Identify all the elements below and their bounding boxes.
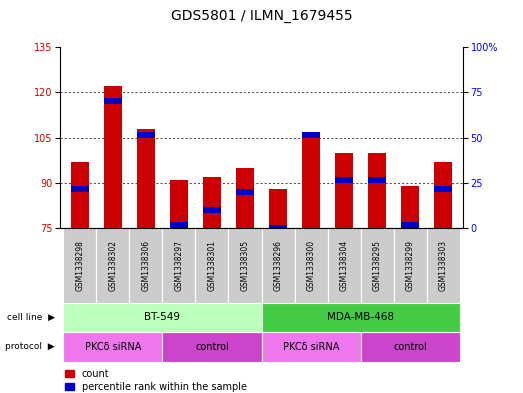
- Bar: [63, 332, 163, 362]
- Text: GSM1338298: GSM1338298: [75, 240, 84, 291]
- Text: GSM1338304: GSM1338304: [339, 240, 348, 291]
- Text: PKCδ siRNA: PKCδ siRNA: [283, 342, 339, 352]
- Bar: [170, 180, 188, 228]
- Text: GSM1338306: GSM1338306: [141, 240, 151, 291]
- Text: GSM1338302: GSM1338302: [108, 240, 118, 291]
- Bar: [236, 168, 254, 228]
- Bar: [294, 228, 327, 303]
- Bar: [203, 177, 221, 228]
- Bar: [71, 162, 89, 228]
- Text: GSM1338305: GSM1338305: [241, 240, 249, 291]
- Bar: [71, 186, 89, 192]
- Text: cell line  ▶: cell line ▶: [7, 313, 55, 322]
- Bar: [236, 189, 254, 195]
- Text: GSM1338300: GSM1338300: [306, 240, 315, 291]
- Bar: [360, 332, 460, 362]
- Bar: [203, 207, 221, 213]
- Bar: [170, 222, 188, 228]
- Bar: [335, 177, 353, 183]
- Text: MDA-MB-468: MDA-MB-468: [327, 312, 394, 322]
- Bar: [368, 152, 386, 228]
- Bar: [229, 228, 262, 303]
- Bar: [163, 332, 262, 362]
- Text: control: control: [393, 342, 427, 352]
- Bar: [360, 228, 393, 303]
- Bar: [302, 134, 320, 228]
- Text: GSM1338301: GSM1338301: [208, 240, 217, 291]
- Text: GSM1338297: GSM1338297: [175, 240, 184, 291]
- Bar: [96, 228, 130, 303]
- Bar: [427, 228, 460, 303]
- Bar: [196, 228, 229, 303]
- Bar: [434, 186, 452, 192]
- Bar: [137, 132, 155, 138]
- Text: PKCδ siRNA: PKCδ siRNA: [85, 342, 141, 352]
- Bar: [401, 222, 419, 228]
- Text: protocol  ▶: protocol ▶: [5, 342, 55, 351]
- Text: GSM1338295: GSM1338295: [372, 240, 382, 291]
- Bar: [163, 228, 196, 303]
- Bar: [434, 162, 452, 228]
- Text: GDS5801 / ILMN_1679455: GDS5801 / ILMN_1679455: [170, 9, 353, 23]
- Bar: [130, 228, 163, 303]
- Bar: [327, 228, 360, 303]
- Bar: [137, 129, 155, 228]
- Text: control: control: [195, 342, 229, 352]
- Bar: [262, 303, 460, 332]
- Bar: [269, 189, 287, 228]
- Bar: [63, 303, 262, 332]
- Bar: [104, 86, 122, 228]
- Bar: [302, 132, 320, 138]
- Bar: [401, 186, 419, 228]
- Bar: [335, 152, 353, 228]
- Bar: [393, 228, 427, 303]
- Text: GSM1338303: GSM1338303: [439, 240, 448, 291]
- Text: BT-549: BT-549: [144, 312, 180, 322]
- Bar: [63, 228, 96, 303]
- Bar: [262, 332, 360, 362]
- Legend: count, percentile rank within the sample: count, percentile rank within the sample: [65, 369, 246, 392]
- Bar: [262, 228, 294, 303]
- Bar: [269, 225, 287, 231]
- Text: GSM1338299: GSM1338299: [405, 240, 415, 291]
- Text: GSM1338296: GSM1338296: [274, 240, 282, 291]
- Bar: [368, 177, 386, 183]
- Bar: [104, 98, 122, 105]
